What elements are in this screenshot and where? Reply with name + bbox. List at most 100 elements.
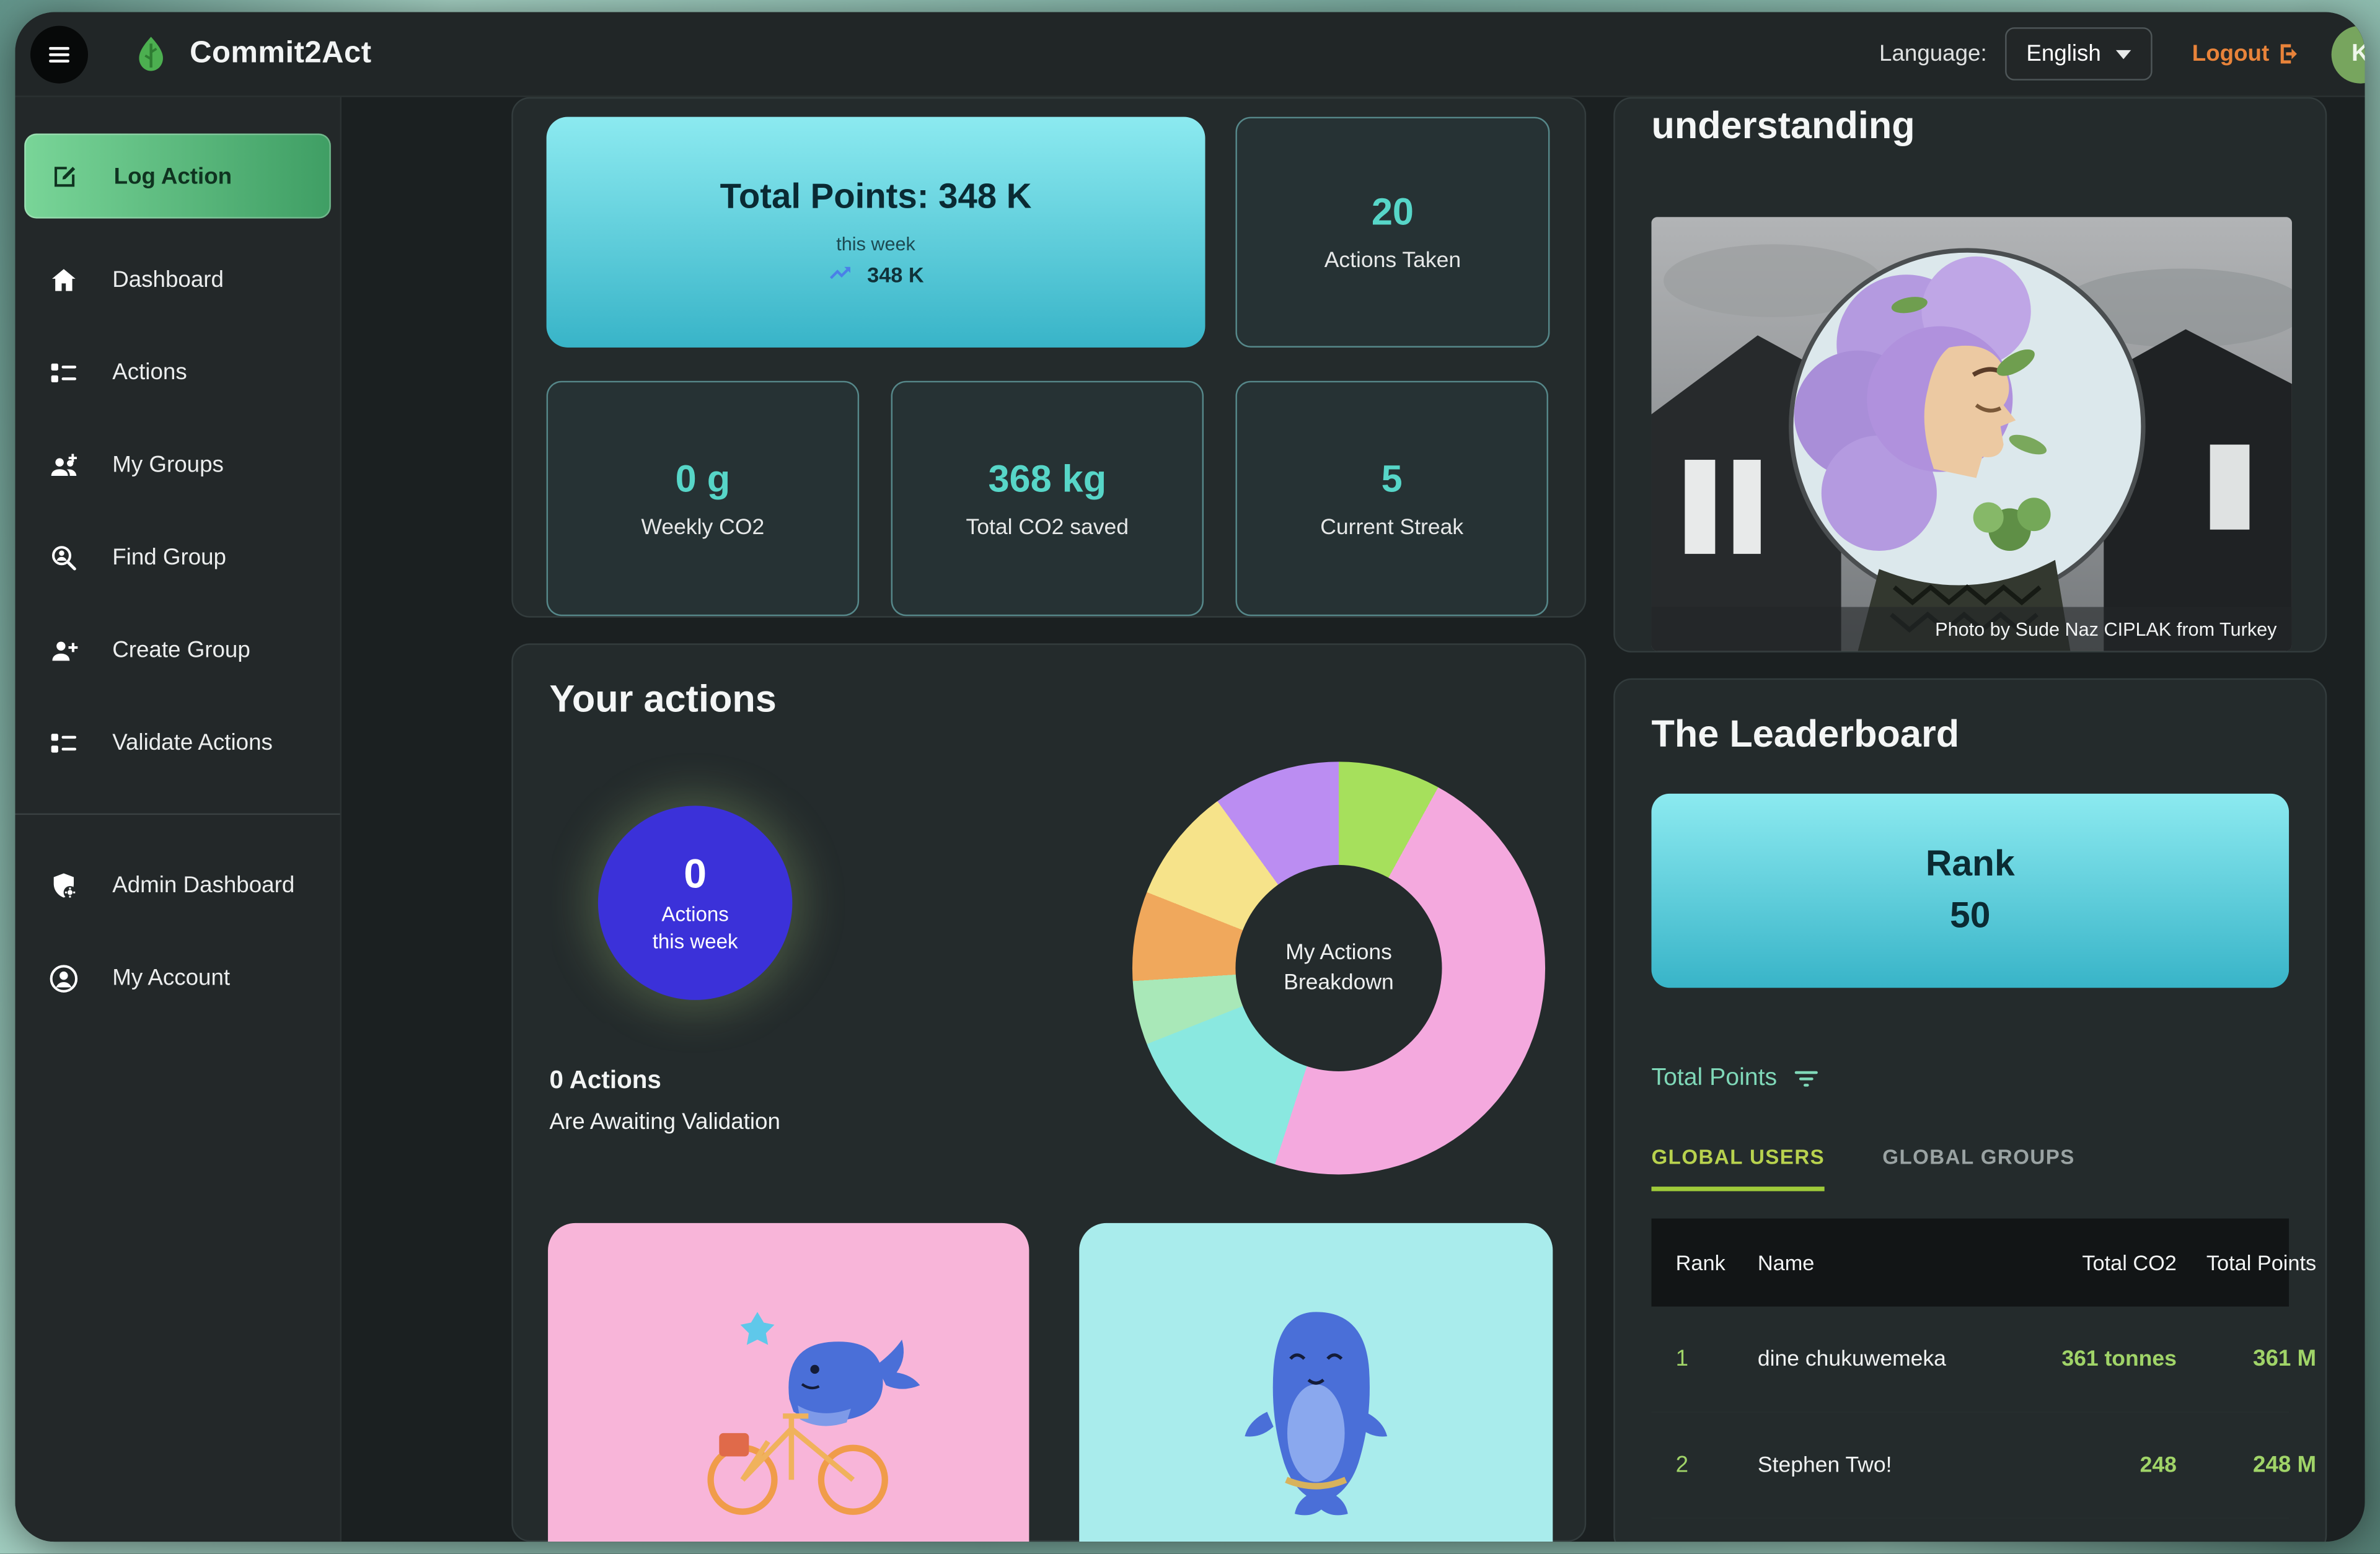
actions-this-week-label-2: this week xyxy=(652,929,738,952)
stat-card-weekly-co2: 0 g Weekly CO2 xyxy=(546,380,860,617)
featured-photo: Photo by Sude Naz CIPLAK from Turkey xyxy=(1651,217,2292,651)
hamburger-icon xyxy=(49,46,69,62)
row-rank: 1 xyxy=(1675,1346,1689,1372)
leaderboard-title: The Leaderboard xyxy=(1651,713,1960,756)
language-label: Language: xyxy=(1879,41,1987,67)
sidebar-item-log-action[interactable]: Log Action xyxy=(24,133,331,219)
language-dropdown[interactable]: English xyxy=(2005,27,2153,81)
rank-value: 50 xyxy=(1950,895,1991,937)
total-points-title: Total Points: 348 K xyxy=(720,176,1032,216)
logout-label: Logout xyxy=(2192,41,2270,67)
row-total-points: 248 M xyxy=(2253,1452,2317,1478)
row-name: dine chukuwemeka xyxy=(1757,1346,1946,1371)
row-total-co2: 361 tonnes xyxy=(2061,1346,2177,1371)
app-window: Commit2Act Language: English Logout K xyxy=(15,12,2365,1542)
sidebar-item-admin-dashboard[interactable]: Admin Dashboard xyxy=(15,839,340,931)
stat-card-current-streak: 5 Current Streak xyxy=(1235,380,1548,617)
total-points-card: Total Points: 348 K this week 348 K xyxy=(546,116,1205,348)
stat-label: Weekly CO2 xyxy=(641,515,765,540)
row-total-points: 361 M xyxy=(2253,1346,2317,1372)
stat-value: 20 xyxy=(1371,191,1414,234)
leaderboard-table: Rank Name Total CO2 Total Points 1 dine … xyxy=(1651,1218,2316,1519)
app-header: Commit2Act Language: English Logout K xyxy=(15,12,2365,97)
whale-on-bicycle-illustration xyxy=(707,1312,920,1515)
actions-this-week-label-1: Actions xyxy=(661,902,729,925)
add-person-icon xyxy=(47,633,81,667)
rank-card: Rank 50 xyxy=(1651,793,2290,988)
table-row: 2 Stephen Two! 248 248 M xyxy=(1651,1413,2316,1519)
stat-value: 368 kg xyxy=(988,457,1107,500)
sidebar-nav: Log Action Dashboard Actions xyxy=(15,97,342,1542)
language-value: English xyxy=(2026,41,2101,67)
sidebar-item-label: Actions xyxy=(112,359,187,386)
account-icon xyxy=(47,961,81,994)
sort-label: Total Points xyxy=(1651,1065,1778,1091)
sidebar-item-label: Create Group xyxy=(112,637,250,664)
home-icon xyxy=(47,263,81,297)
sort-by-control[interactable]: Total Points xyxy=(1651,1064,2289,1094)
sidebar-divider xyxy=(15,813,340,815)
tab-global-groups[interactable]: GLOBAL GROUPS xyxy=(1882,1145,2075,1169)
stat-value: 0 g xyxy=(675,457,731,500)
sidebar-item-validate-actions[interactable]: Validate Actions xyxy=(15,696,340,789)
awaiting-validation-block: 0 Actions Are Awaiting Validation xyxy=(550,1067,780,1135)
chevron-down-icon xyxy=(2116,49,2131,59)
featured-panel: understanding xyxy=(1613,97,2327,653)
stat-card-actions-taken: 20 Actions Taken xyxy=(1235,116,1550,348)
checklist-icon xyxy=(47,726,81,760)
search-person-icon xyxy=(47,541,81,574)
tab-global-users[interactable]: GLOBAL USERS xyxy=(1651,1146,1825,1192)
sidebar-item-my-account[interactable]: My Account xyxy=(15,932,340,1024)
donut-center-label: My Actions Breakdown xyxy=(1235,864,1442,1071)
sidebar-item-dashboard[interactable]: Dashboard xyxy=(15,234,340,326)
sidebar-item-label: Dashboard xyxy=(112,267,224,293)
stat-label: Total CO2 saved xyxy=(966,515,1129,540)
user-avatar[interactable]: K xyxy=(2331,25,2365,83)
main-content: Total Points: 348 K this week 348 K xyxy=(342,97,2365,1542)
sidebar-item-label: My Groups xyxy=(112,452,224,478)
header-actions: Language: English Logout K xyxy=(1879,25,2365,83)
sidebar-item-create-group[interactable]: Create Group xyxy=(15,604,340,696)
stat-label: Actions Taken xyxy=(1324,248,1461,273)
filter-icon xyxy=(1794,1071,1818,1087)
trending-up-icon xyxy=(830,266,851,279)
sidebar-item-label: Log Action xyxy=(113,163,232,189)
row-rank: 2 xyxy=(1675,1452,1689,1478)
leaderboard-table-header: Rank Name Total CO2 Total Points xyxy=(1651,1218,2316,1307)
sidebar-item-actions[interactable]: Actions xyxy=(15,327,340,419)
your-actions-title: Your actions xyxy=(549,678,777,721)
edit-icon xyxy=(55,166,76,187)
awaiting-count: 0 Actions xyxy=(549,1066,661,1094)
sidebar-item-label: Find Group xyxy=(112,545,227,571)
actions-donut: My Actions Breakdown xyxy=(1132,762,1546,1175)
illustration-card-cyan xyxy=(1079,1223,1553,1542)
stats-panel: Total Points: 348 K this week 348 K xyxy=(511,97,1587,618)
featured-artwork-image xyxy=(1651,217,2292,651)
photo-caption: Photo by Sude Naz CIPLAK from Turkey xyxy=(1651,607,2292,651)
featured-heading: understanding xyxy=(1651,104,1915,147)
stat-card-total-co2: 368 kg Total CO2 saved xyxy=(891,380,1204,617)
leaf-logo-icon xyxy=(139,37,163,71)
illustration-card-pink xyxy=(548,1223,1029,1542)
table-row: 1 dine chukuwemeka 361 tonnes 361 M xyxy=(1651,1307,2316,1413)
rank-label: Rank xyxy=(1925,843,2015,885)
row-total-co2: 248 xyxy=(2140,1452,2177,1478)
logout-icon xyxy=(2280,44,2297,64)
col-rank: Rank xyxy=(1675,1250,1726,1275)
col-total-points: Total Points xyxy=(2206,1250,2317,1275)
sidebar-item-my-groups[interactable]: My Groups xyxy=(15,419,340,511)
your-actions-panel: Your actions 0 Actions this week 0 Actio… xyxy=(511,643,1587,1542)
logout-button[interactable]: Logout xyxy=(2192,40,2304,69)
sidebar-item-label: Validate Actions xyxy=(112,729,273,756)
sidebar-item-label: Admin Dashboard xyxy=(112,872,295,898)
actions-this-week-badge: 0 Actions this week xyxy=(597,806,793,1000)
awaiting-text: Are Awaiting Validation xyxy=(549,1109,780,1135)
col-name: Name xyxy=(1757,1250,1815,1275)
leaderboard-panel: The Leaderboard Rank 50 Total Points xyxy=(1613,678,2327,1542)
sidebar-item-find-group[interactable]: Find Group xyxy=(15,511,340,604)
stat-label: Current Streak xyxy=(1320,515,1464,540)
hamburger-menu-button[interactable] xyxy=(30,25,89,83)
leaderboard-tabs: GLOBAL USERS GLOBAL GROUPS xyxy=(1651,1145,2289,1192)
list-icon xyxy=(47,356,81,389)
